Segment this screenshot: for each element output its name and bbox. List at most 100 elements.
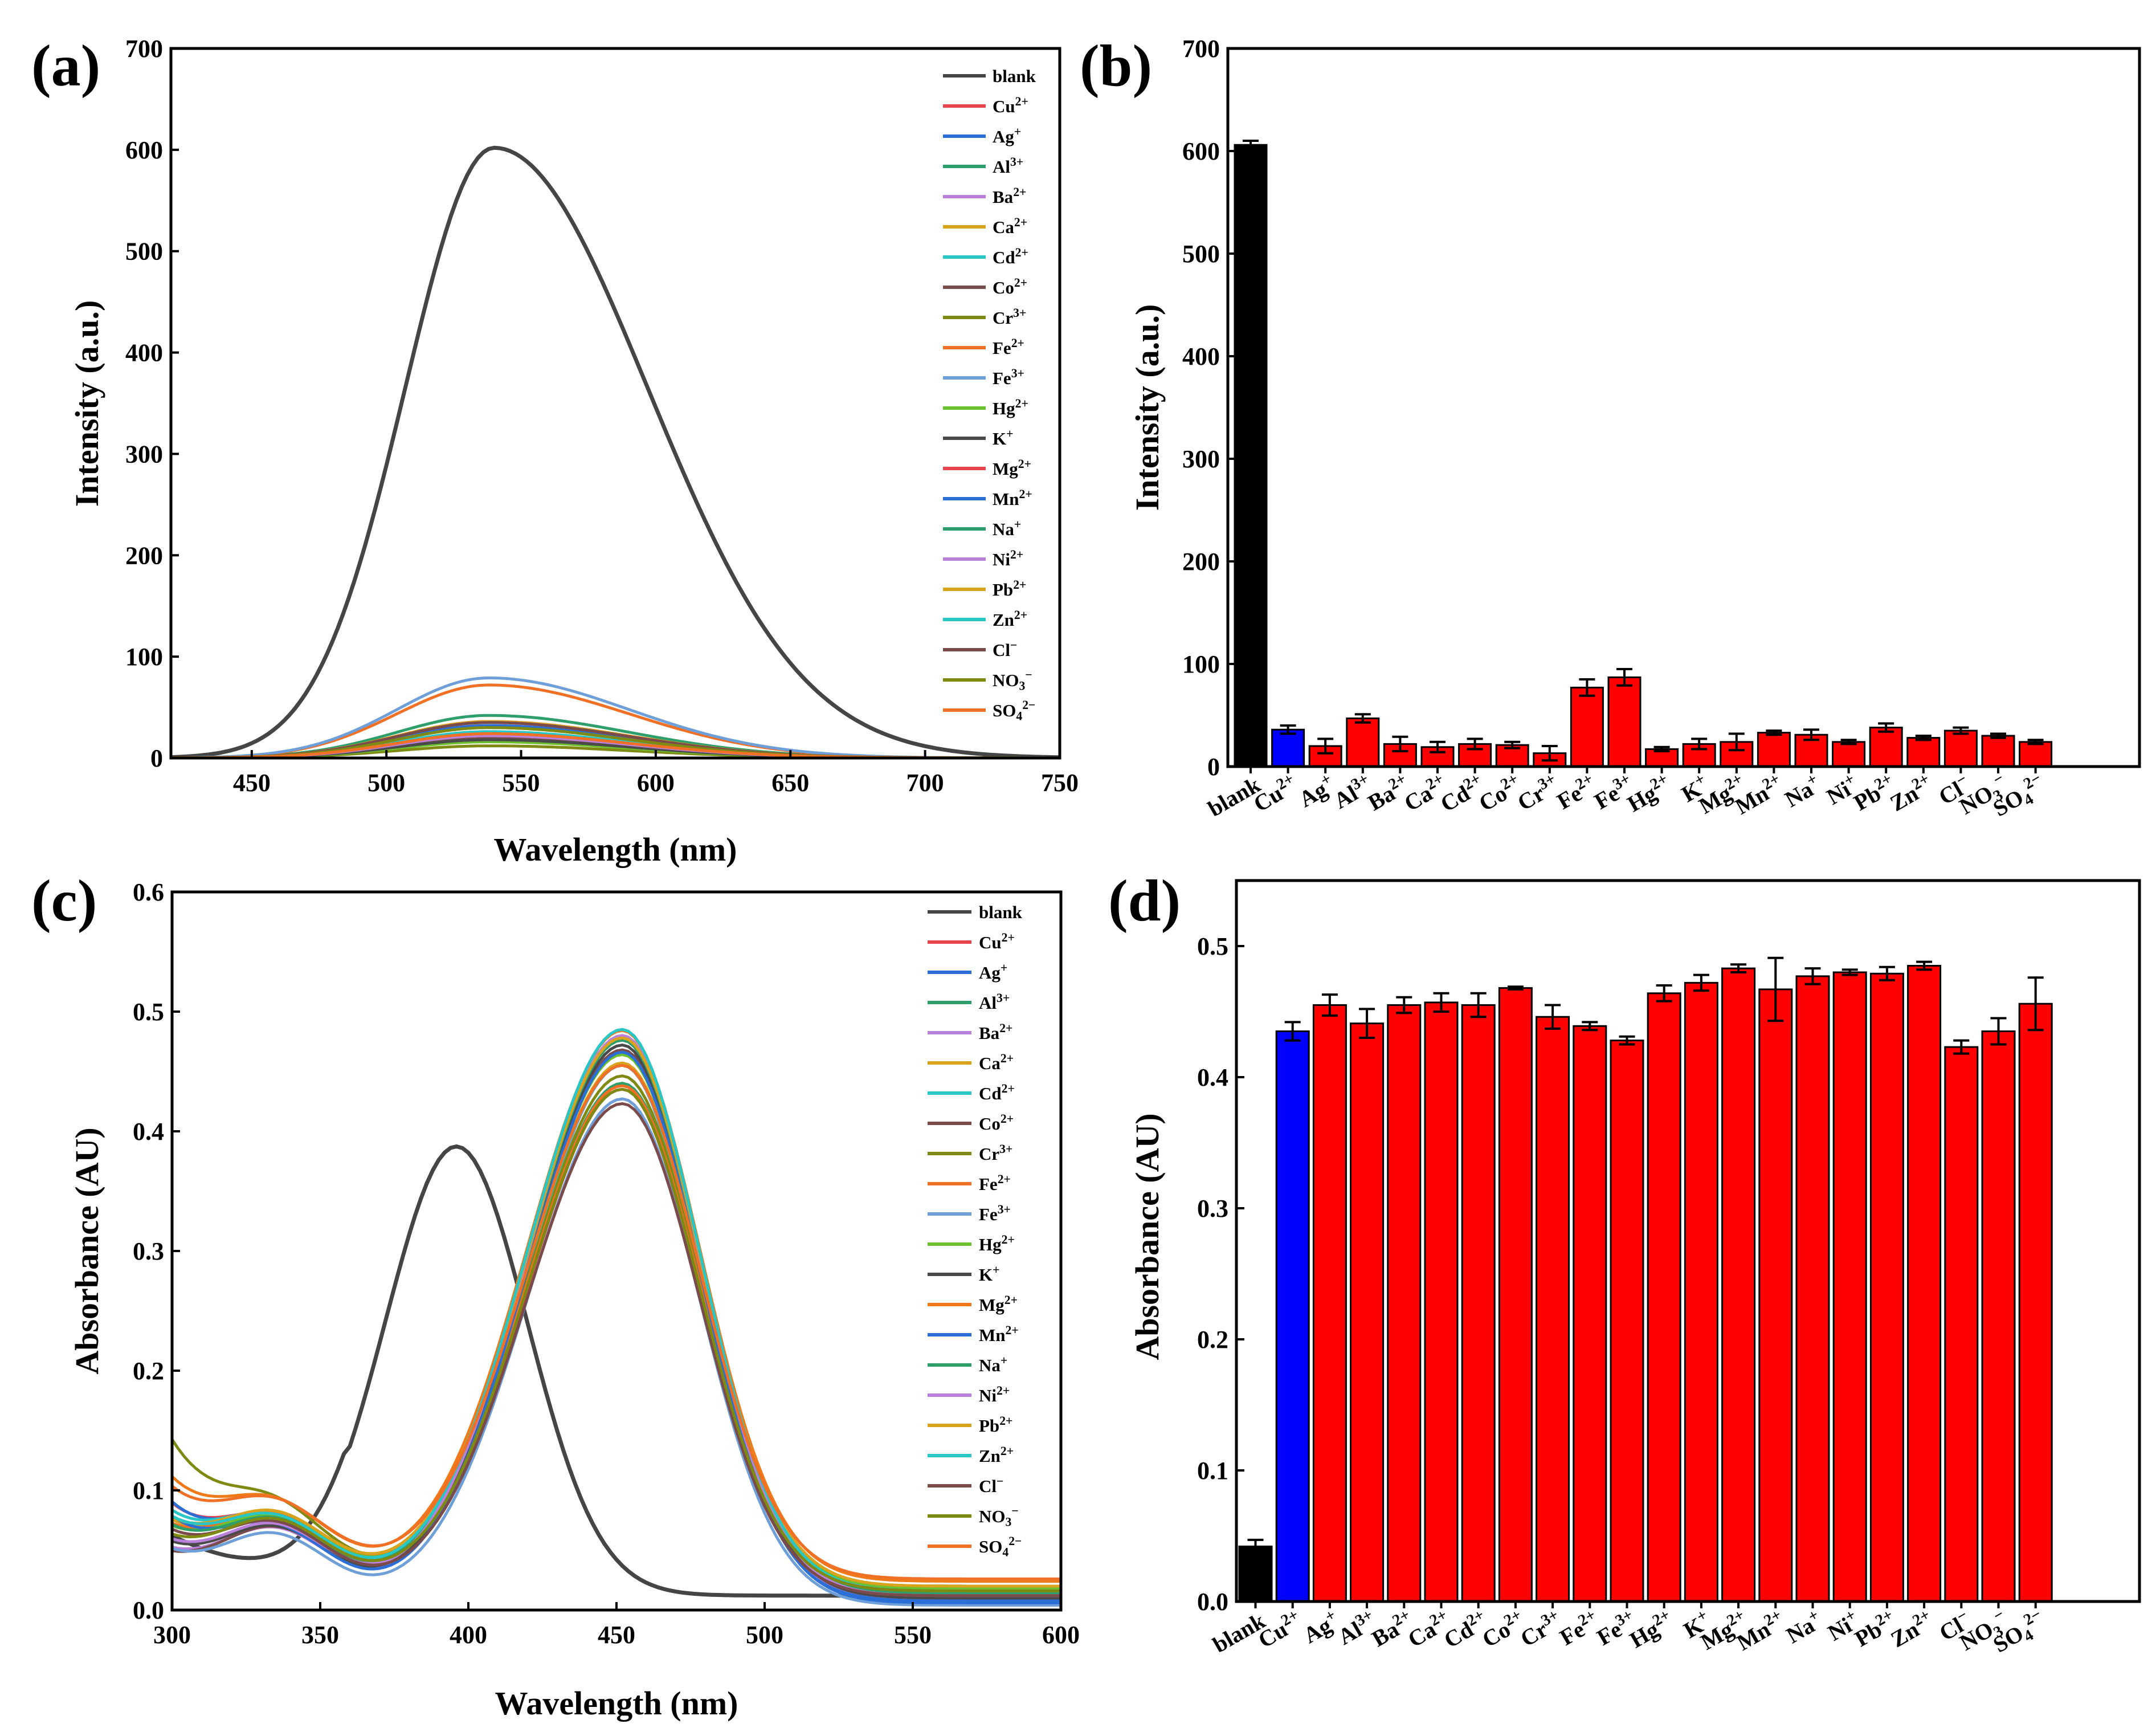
panel-a-legend-label-cd2: Cd2+	[993, 246, 1028, 267]
panel-c-legend-label-cl: Cl−	[979, 1474, 1003, 1496]
panel-d-errorbar	[1730, 963, 1747, 973]
panel-a-ytick-label: 600	[125, 136, 163, 164]
panel-b-bar-fe3	[1607, 676, 1642, 768]
panel-d-bar-cu2	[1275, 1030, 1310, 1603]
panel-b-errorbar	[1990, 732, 2006, 739]
panel-a-ytick-label: 0	[150, 744, 163, 772]
panel-d-bar-cd2	[1461, 1004, 1496, 1603]
panel-a: (a) blank Cu2+ Ag+ Al3+ Ba2+ Ca2+ Cd2+ Co2+ Cr3+…	[31, 33, 1079, 868]
panel-c-ticks: 300 350 400 450 500 550 600 0.0 0.1 0.2 0.3 0.4 0.5 0…	[133, 878, 1080, 1649]
panel-c-legend-label-fe3: Fe3+	[979, 1203, 1011, 1224]
panel-a-legend-label-mg2: Mg2+	[993, 457, 1031, 479]
panel-a-legend-label-no3: NO3−	[993, 668, 1032, 693]
panel-c-legend-label-k: K+	[979, 1263, 999, 1285]
panel-d-errorbar	[1879, 965, 1895, 981]
panel-c-ytick-label: 0.1	[133, 1477, 164, 1505]
panel-d-bar-al3	[1350, 1022, 1385, 1603]
panel-a-legend-label-al3: Al3+	[993, 155, 1023, 177]
panel-b-ytick-label: 200	[1182, 548, 1220, 576]
panel-b-errorbar	[1392, 735, 1408, 752]
panel-c-legend-label-blank: blank	[979, 902, 1023, 922]
panel-c-xtick-label: 300	[153, 1621, 191, 1649]
panel-c-ytick-label: 0.6	[133, 878, 164, 906]
panel-b-ticks: 0 100 200 300 400 500 600 700	[1182, 35, 1236, 781]
panel-b-errorbar	[1541, 745, 1558, 762]
panel-a-legend-label-ag: Ag+	[993, 125, 1021, 146]
panel-c: (c) blank Cu2+ Ag+ Al3+ Ba2+ Ca2+ Cd2+ Co2+ Cr3+…	[31, 868, 1080, 1722]
panel-a-xtick-label: 750	[1041, 769, 1079, 797]
panel-d-bar-na	[1795, 975, 1830, 1603]
panel-b-errorbar	[1840, 739, 1857, 745]
panel-c-legend-label-zn2: Zn2+	[979, 1444, 1014, 1466]
panel-c-legend-label-ba2: Ba2+	[979, 1021, 1012, 1043]
panel-a-legend-label-hg2: Hg2+	[993, 397, 1028, 418]
panel-b-bar-ni	[1832, 741, 1866, 768]
panel-a-legend-label-cu2: Cu2+	[993, 95, 1028, 116]
panel-d-ylabel: Absorbance (AU)	[1129, 1113, 1166, 1360]
panel-b-bar-al3	[1346, 717, 1380, 768]
panel-a-ytick-label: 500	[125, 238, 163, 266]
panel-a-legend-label-ba2: Ba2+	[993, 185, 1026, 207]
panel-d-errorbar	[1545, 1004, 1561, 1030]
panel-b-errorbar	[1280, 724, 1296, 735]
panel-a-legend-label-co2: Co2+	[993, 276, 1027, 298]
panel-a-xtick-label: 600	[637, 769, 675, 797]
panel-d-ytick-label: 0.0	[1197, 1588, 1228, 1616]
panel-d-errorbar	[2027, 976, 2044, 1032]
panel-c-legend-label-mn2: Mn2+	[979, 1323, 1019, 1345]
panel-c-ytick-label: 0.2	[133, 1357, 164, 1385]
panel-c-series-no3	[172, 1087, 1061, 1592]
panel-b-errorbar	[1803, 728, 1819, 741]
panel-c-legend-label-pb2: Pb2+	[979, 1414, 1012, 1436]
panel-d-ytick-label: 0.1	[1197, 1457, 1228, 1485]
panel-a-ytick-label: 700	[125, 35, 163, 63]
panel-a-legend-label-zn2: Zn2+	[993, 608, 1027, 630]
panel-d-bar-fe3	[1610, 1040, 1644, 1603]
panel-d-errorbar	[1693, 973, 1709, 992]
panel-b-errorbar	[1504, 740, 1521, 749]
panel-a-series-blank	[170, 145, 1060, 760]
panel-b-errorbar	[1354, 713, 1371, 724]
panel-d-ytick-label: 0.3	[1197, 1195, 1228, 1222]
panel-a-ytick-label: 300	[125, 440, 163, 468]
panel-b-errorbar	[1317, 737, 1334, 755]
panel-c-legend-label-cd2: Cd2+	[979, 1082, 1015, 1103]
panel-c-ylabel: Absorbance (AU)	[68, 1127, 105, 1374]
panel-a-ytick-label: 100	[125, 643, 163, 671]
panel-c-frame	[170, 890, 1063, 1612]
panel-d-ticks: 0.0 0.1 0.2 0.3 0.4 0.5	[1197, 932, 1244, 1616]
panel-b-errorbar	[1430, 740, 1446, 753]
panel-b-errorbar	[1728, 732, 1745, 752]
panel-d-errorbar	[1396, 996, 1412, 1014]
panel-a-frame	[169, 47, 1061, 760]
panel-d-bar-fe2	[1573, 1025, 1607, 1603]
panel-b-bar-mn2	[1757, 732, 1791, 768]
panel-d-errorbar	[1916, 960, 1933, 971]
panel-d-ytick-label: 0.2	[1197, 1326, 1228, 1354]
panel-b-errorbar	[1953, 726, 1969, 735]
panel-c-legend-label-ag: Ag+	[979, 961, 1007, 983]
panel-d-bar-hg2	[1647, 992, 1681, 1603]
panel-c-legend-label-al3: Al3+	[979, 991, 1010, 1013]
panel-b-errorbar	[1691, 737, 1708, 751]
panel-c-legend-label-no3: NO3−	[979, 1504, 1019, 1529]
panel-b-errorbar	[1579, 678, 1595, 697]
panel-a-legend-label-mn2: Mn2+	[993, 487, 1032, 509]
panel-a-legend-label-k: K+	[993, 427, 1013, 449]
panel-d: (d) blankCu2+Ag+Al3+Ba2+Ca2+Cd2+Co2+Cr3+…	[1108, 868, 2141, 1658]
panel-b-ytick-label: 600	[1182, 137, 1220, 165]
panel-c-legend-label-na: Na+	[979, 1354, 1007, 1375]
panel-a-ylabel: Intensity (a.u.)	[68, 300, 105, 507]
panel-d-ytick-label: 0.5	[1197, 932, 1228, 960]
panel-b-ytick-label: 0	[1207, 753, 1220, 781]
panel-c-legend-label-cr3: Cr3+	[979, 1142, 1012, 1164]
panel-a-xlabel: Wavelength (nm)	[494, 831, 737, 868]
panel-d-label: (d)	[1108, 868, 1181, 934]
panel-b-bar-fe2	[1570, 686, 1604, 768]
panel-a-legend-label-cr3: Cr3+	[993, 306, 1026, 328]
panel-b-errorbar	[1653, 745, 1670, 752]
panel-d-errorbar	[1656, 984, 1672, 1003]
panel-c-xtick-label: 500	[746, 1621, 783, 1649]
panel-c-xtick-label: 350	[301, 1621, 339, 1649]
